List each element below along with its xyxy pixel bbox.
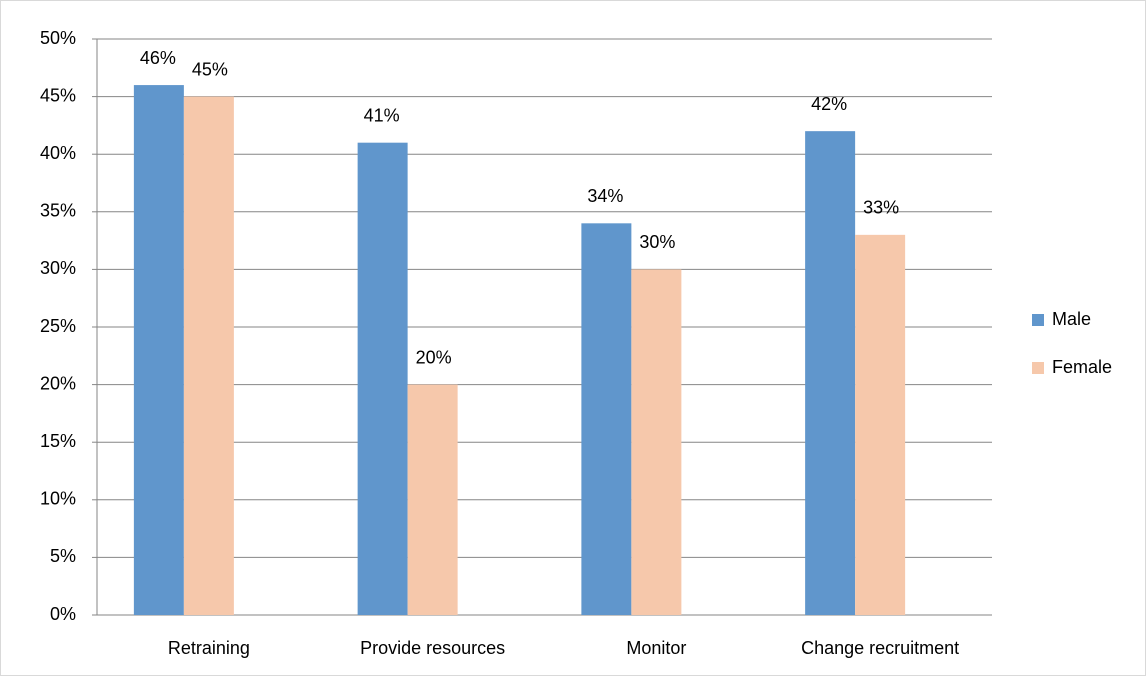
value-label: 41% bbox=[364, 105, 400, 125]
value-label: 34% bbox=[587, 186, 623, 206]
legend-label: Male bbox=[1052, 309, 1091, 329]
y-tick-label: 15% bbox=[40, 431, 76, 451]
legend-swatch bbox=[1032, 314, 1044, 326]
y-tick-label: 20% bbox=[40, 373, 76, 393]
bar bbox=[631, 269, 682, 615]
value-label: 20% bbox=[416, 347, 452, 367]
y-tick-label: 40% bbox=[40, 143, 76, 163]
legend-label: Female bbox=[1052, 357, 1112, 377]
y-tick-label: 10% bbox=[40, 489, 76, 509]
legend-swatch bbox=[1032, 362, 1044, 374]
value-label: 30% bbox=[639, 232, 675, 252]
y-tick-label: 50% bbox=[40, 28, 76, 48]
y-tick-label: 0% bbox=[50, 604, 76, 624]
value-label: 45% bbox=[192, 59, 228, 79]
y-tick-label: 5% bbox=[50, 546, 76, 566]
bar bbox=[805, 131, 856, 615]
y-tick-label: 30% bbox=[40, 258, 76, 278]
bar bbox=[581, 223, 632, 615]
y-tick-label: 25% bbox=[40, 316, 76, 336]
y-tick-label: 45% bbox=[40, 85, 76, 105]
x-tick-label: Retraining bbox=[168, 638, 250, 658]
value-label: 46% bbox=[140, 48, 176, 68]
bar bbox=[855, 234, 906, 615]
x-tick-label: Provide resources bbox=[360, 638, 505, 658]
y-tick-label: 35% bbox=[40, 201, 76, 221]
bar bbox=[133, 85, 184, 615]
x-tick-label: Monitor bbox=[626, 638, 686, 658]
x-tick-label: Change recruitment bbox=[801, 638, 959, 658]
bar bbox=[357, 142, 408, 615]
value-label: 42% bbox=[811, 94, 847, 114]
bar bbox=[407, 384, 458, 615]
value-label: 33% bbox=[863, 198, 899, 218]
bar bbox=[183, 96, 234, 616]
